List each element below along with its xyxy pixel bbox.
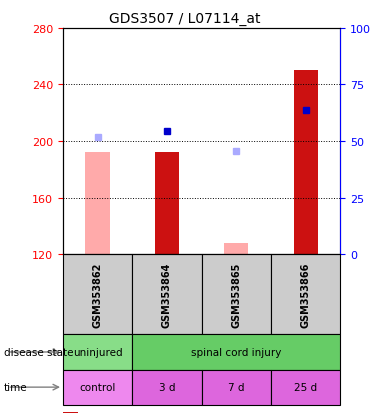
Text: spinal cord injury: spinal cord injury xyxy=(191,347,282,357)
FancyBboxPatch shape xyxy=(63,370,132,405)
Text: 3 d: 3 d xyxy=(159,382,175,392)
FancyBboxPatch shape xyxy=(63,335,132,370)
FancyBboxPatch shape xyxy=(132,254,202,335)
Text: time: time xyxy=(4,382,27,392)
Text: control: control xyxy=(80,382,116,392)
Text: 25 d: 25 d xyxy=(294,382,317,392)
FancyBboxPatch shape xyxy=(202,370,271,405)
Bar xyxy=(293,71,318,254)
Bar xyxy=(155,153,179,254)
FancyBboxPatch shape xyxy=(202,254,271,335)
Text: uninjured: uninjured xyxy=(73,347,122,357)
Text: GSM353865: GSM353865 xyxy=(231,262,241,327)
Bar xyxy=(85,153,110,254)
FancyBboxPatch shape xyxy=(271,370,340,405)
FancyBboxPatch shape xyxy=(132,370,202,405)
Text: GDS3507 / L07114_at: GDS3507 / L07114_at xyxy=(109,12,261,26)
FancyBboxPatch shape xyxy=(132,335,340,370)
FancyBboxPatch shape xyxy=(63,254,132,335)
Text: GSM353862: GSM353862 xyxy=(92,262,102,327)
Text: GSM353864: GSM353864 xyxy=(162,262,172,327)
Text: disease state: disease state xyxy=(4,347,73,357)
Bar xyxy=(224,243,249,254)
Text: 7 d: 7 d xyxy=(228,382,245,392)
FancyBboxPatch shape xyxy=(271,254,340,335)
Text: GSM353866: GSM353866 xyxy=(301,262,311,327)
